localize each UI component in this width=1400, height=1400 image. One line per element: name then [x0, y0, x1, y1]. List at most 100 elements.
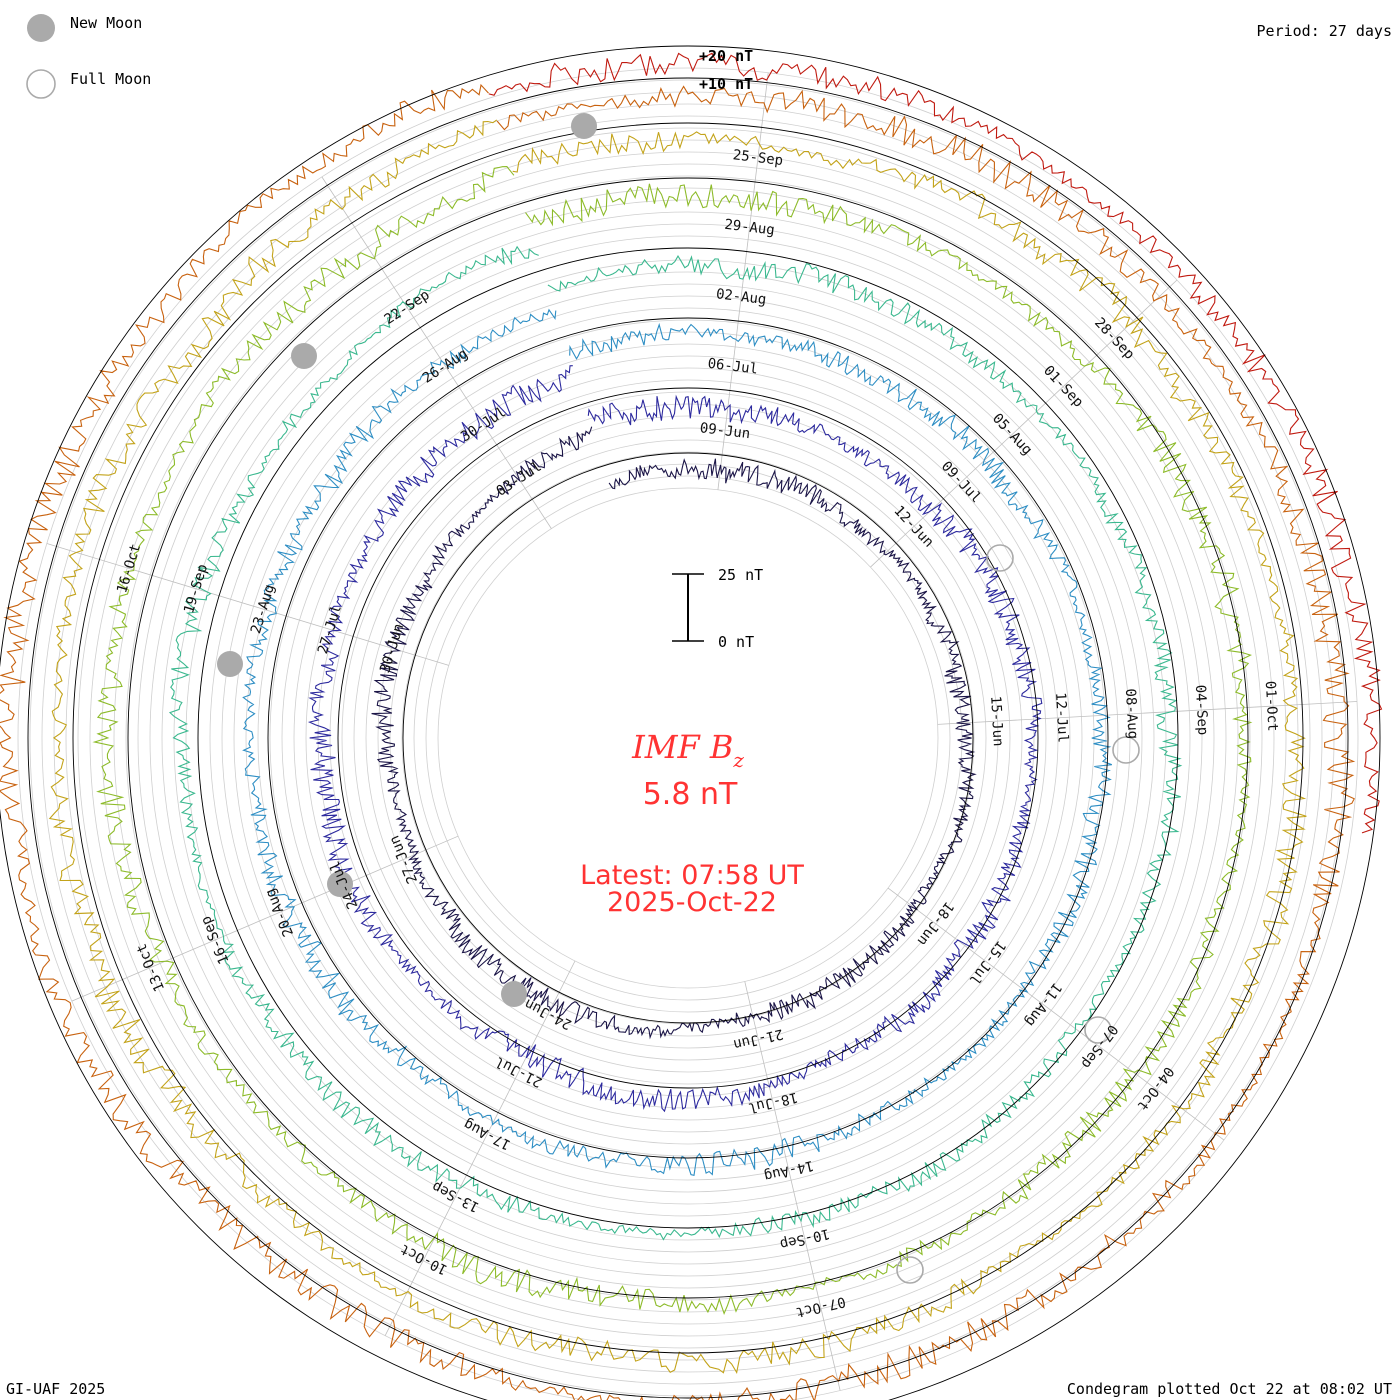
- baseline-ring-cycle-3: [267, 317, 1109, 1159]
- date-label: 30-Jul: [458, 404, 509, 445]
- credit-label: GI-UAF 2025: [6, 1380, 106, 1398]
- period-label: Period: 27 days: [1256, 22, 1392, 40]
- series-trace-cycle-5: [92, 166, 1253, 1316]
- full-moon-marker: [1112, 736, 1140, 764]
- scale-bar-top-label: 25 nT: [718, 566, 763, 584]
- grid-ring: [413, 463, 963, 1013]
- date-label: 16-Sep: [198, 913, 233, 966]
- current-value: 5.8 nT: [643, 777, 738, 812]
- date-label: 21-Jun: [732, 1025, 785, 1052]
- series-trace-cycle-6: [48, 119, 1307, 1375]
- baseline-ring-cycle-7: [27, 77, 1349, 1399]
- grid-ring: [293, 343, 1083, 1133]
- grid-spoke: [717, 72, 769, 490]
- baseline-ring-cycle-2: [337, 387, 1039, 1089]
- date-label: 05-Aug: [989, 411, 1035, 459]
- full-moon-marker: [1084, 1016, 1112, 1044]
- grid-spoke: [870, 279, 1178, 568]
- date-label: 27-Jul: [315, 603, 345, 656]
- grid-ring: [29, 79, 1347, 1397]
- grid-ring: [125, 175, 1251, 1301]
- series-trace-cycle-3: [242, 308, 1112, 1176]
- grid-ring: [221, 271, 1155, 1205]
- date-label: 13-Oct: [134, 941, 169, 994]
- latest-date: 2025-Oct-22: [607, 887, 777, 918]
- grid-ring: [329, 379, 1047, 1097]
- date-label: 12-Jul: [1052, 692, 1071, 743]
- date-label: 09-Jul: [938, 458, 984, 506]
- grid-ring: [437, 487, 939, 989]
- grid-ring: [401, 451, 975, 1025]
- new-moon-marker: [291, 343, 317, 369]
- grid-ring: [65, 115, 1311, 1361]
- date-label: 14-Aug: [762, 1157, 815, 1184]
- grid-ring: [365, 415, 1011, 1061]
- grid-ring: [233, 283, 1143, 1193]
- chart-title-main: IMF B: [631, 728, 733, 766]
- plotted-label: Condegram plotted Oct 22 at 08:02 UT: [1066, 1380, 1392, 1398]
- grid-spoke: [937, 701, 1358, 725]
- date-label: 30-Jun: [377, 622, 407, 675]
- date-label: 04-Sep: [1192, 684, 1211, 735]
- grid-spoke: [46, 543, 449, 666]
- new-moon-label: New Moon: [70, 14, 142, 32]
- grid-ring: [89, 139, 1287, 1337]
- radial-spokes: [46, 72, 1358, 1391]
- grid-ring: [305, 355, 1071, 1121]
- full-moon-marker: [896, 1256, 924, 1284]
- grid-ring: [425, 475, 951, 1001]
- series-trace-cycle-1: [371, 426, 977, 1040]
- new-moon-marker: [217, 651, 243, 677]
- date-label: 07-Oct: [794, 1293, 847, 1320]
- date-label: 18-Jun: [914, 898, 957, 948]
- ring-grid: [17, 67, 1359, 1400]
- date-label: 09-Jun: [699, 420, 751, 442]
- full-moon-label: Full Moon: [70, 70, 151, 88]
- date-label: 06-Jul: [707, 356, 759, 378]
- latest-time: Latest: 07:58 UT: [580, 860, 804, 891]
- series-trace-cycle-2: [307, 365, 1043, 1113]
- grid-ring: [341, 391, 1035, 1085]
- date-label: 15-Jun: [987, 696, 1006, 747]
- date-label: 11-Aug: [1022, 979, 1065, 1029]
- grid-ring: [137, 187, 1239, 1289]
- baseline-ring-cycle-6: [72, 122, 1304, 1354]
- baseline-ring-cycle-5: [127, 177, 1249, 1299]
- new-moon-icon: [27, 14, 55, 42]
- date-label: 08-Aug: [1122, 688, 1141, 739]
- series-trace-cycle-4: [168, 245, 1183, 1241]
- grid-ring: [149, 199, 1227, 1277]
- date-label: 02-Aug: [715, 286, 767, 308]
- grid-spoke: [321, 176, 552, 529]
- grid-ring: [185, 235, 1191, 1241]
- baseline-ring-cycle-4: [197, 247, 1179, 1229]
- date-label: 29-Aug: [723, 217, 775, 239]
- full-moon-marker: [986, 544, 1014, 572]
- grid-ring: [41, 91, 1335, 1385]
- series-trace-cycle-7: [0, 83, 1356, 1400]
- grid-ring: [77, 127, 1299, 1349]
- series-layer: [0, 45, 1383, 1400]
- baseline-ring-cycle-1: [402, 452, 974, 1024]
- date-label: 03-Jul: [494, 459, 545, 500]
- new-moon-marker: [571, 113, 597, 139]
- grid-ring: [113, 163, 1263, 1313]
- new-moon-marker: [501, 981, 527, 1007]
- date-label: 17-Aug: [461, 1116, 513, 1153]
- grid-ring: [353, 403, 1023, 1073]
- date-label: 18-Jul: [746, 1089, 799, 1116]
- date-label: 01-Oct: [1262, 681, 1281, 732]
- grid-ring: [17, 67, 1359, 1400]
- grid-ring: [101, 151, 1275, 1325]
- grid-ring: [209, 259, 1167, 1217]
- scale-bar: 25 nT 0 nT: [672, 566, 763, 651]
- ring-scale-label-20: +20 nT: [699, 47, 753, 65]
- grid-spoke: [744, 981, 841, 1391]
- grid-spoke: [887, 887, 1225, 1141]
- series-trace-cycle-8: [488, 52, 1383, 834]
- scale-bar-bottom-label: 0 nT: [718, 633, 754, 651]
- grid-ring: [257, 307, 1119, 1169]
- date-label: 25-Sep: [732, 147, 784, 169]
- grid-spoke: [384, 960, 576, 1336]
